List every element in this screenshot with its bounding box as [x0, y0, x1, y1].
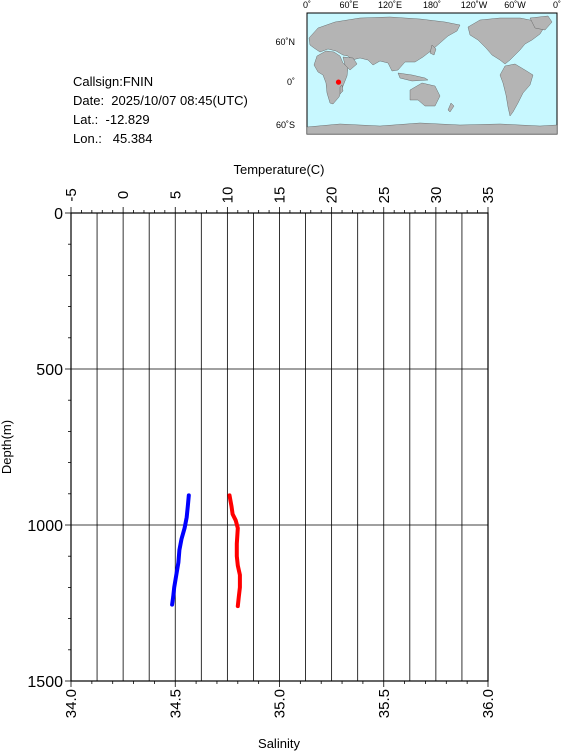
latitude-text: Lat.: -12.829	[73, 112, 150, 127]
top-axis-tick-label: -5	[63, 188, 80, 201]
depth-axis-tick-label: 1000	[27, 518, 63, 535]
top-axis-tick-label: 25	[376, 187, 393, 204]
chart-series	[170, 493, 242, 609]
top-axis-tick-label: 5	[167, 191, 184, 199]
depth-axis-tick-label: 1500	[27, 674, 63, 691]
bottom-axis-label: Salinity	[258, 736, 300, 751]
y-axis-label: Depth(m)	[0, 420, 14, 474]
chart-grid	[71, 213, 488, 681]
callsign-text: Callsign:FNIN	[73, 74, 154, 89]
bottom-axis-tick-label: 36.0	[480, 689, 497, 718]
depth-axis-tick-label: 500	[36, 362, 63, 379]
top-axis-tick-label: 30	[428, 187, 445, 204]
top-axis-tick-label: 35	[480, 187, 497, 204]
temperature-series-line	[170, 493, 191, 607]
bottom-axis-tick-label: 34.5	[167, 689, 184, 718]
top-axis-tick-label: 10	[219, 187, 236, 204]
date-text: Date: 2025/10/07 08:45(UTC)	[73, 93, 248, 108]
bottom-axis-tick-label: 34.0	[63, 689, 80, 718]
depth-axis-tick-label: 0	[54, 206, 63, 223]
top-axis-label: Temperature(C)	[233, 162, 324, 177]
bottom-axis-tick-label: 35.0	[272, 689, 289, 718]
top-axis-tick-label: 20	[324, 187, 341, 204]
longitude-text: Lon.: 45.384	[73, 131, 153, 146]
station-info: Callsign:FNIN Date: 2025/10/07 08:45(UTC…	[73, 72, 248, 148]
top-axis-tick-label: 15	[272, 187, 289, 204]
bottom-axis-tick-label: 35.5	[376, 689, 393, 718]
salinity-series-line	[227, 493, 242, 609]
top-axis-tick-label: 0	[115, 191, 132, 199]
